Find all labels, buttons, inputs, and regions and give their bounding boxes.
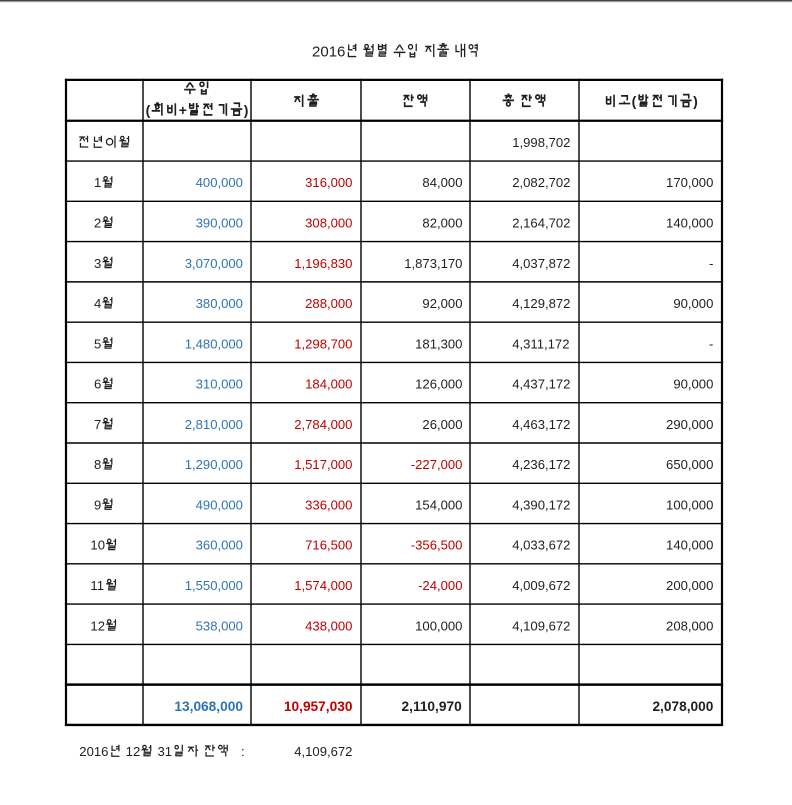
svg-text:4,009,672: 4,009,672 — [512, 578, 570, 593]
svg-text:-227,000: -227,000 — [411, 457, 463, 472]
svg-text:10: 10 — [90, 538, 105, 553]
svg-text:438,000: 438,000 — [305, 618, 352, 633]
svg-text:(: ( — [632, 93, 637, 109]
svg-text:(: ( — [146, 102, 151, 118]
svg-text:170,000: 170,000 — [666, 175, 713, 190]
svg-text:4: 4 — [94, 296, 101, 311]
svg-text:-: - — [709, 256, 713, 271]
svg-text:26,000: 26,000 — [422, 417, 462, 432]
svg-text:380,000: 380,000 — [196, 296, 243, 311]
svg-text:288,000: 288,000 — [305, 296, 352, 311]
svg-text:100,000: 100,000 — [415, 618, 462, 633]
svg-text:4,463,172: 4,463,172 — [512, 417, 570, 432]
svg-text:4,033,672: 4,033,672 — [512, 538, 570, 553]
svg-text:1,196,830: 1,196,830 — [294, 256, 352, 271]
svg-text:208,000: 208,000 — [666, 618, 713, 633]
svg-text:2016: 2016 — [312, 43, 345, 60]
svg-text:1,517,000: 1,517,000 — [294, 457, 352, 472]
svg-text:): ) — [693, 93, 698, 109]
svg-text:2,784,000: 2,784,000 — [294, 417, 352, 432]
svg-text:650,000: 650,000 — [666, 457, 713, 472]
svg-text:336,000: 336,000 — [305, 497, 352, 512]
svg-text:1,873,170: 1,873,170 — [404, 256, 462, 271]
svg-text:8: 8 — [94, 457, 101, 472]
svg-text:90,000: 90,000 — [673, 296, 713, 311]
svg-text:-356,500: -356,500 — [411, 538, 463, 553]
svg-text:+: + — [179, 102, 187, 118]
svg-text:1,998,702: 1,998,702 — [512, 135, 570, 150]
svg-text:1,550,000: 1,550,000 — [185, 578, 243, 593]
svg-text:-24,000: -24,000 — [418, 578, 462, 593]
svg-text:490,000: 490,000 — [196, 497, 243, 512]
svg-text:290,000: 290,000 — [666, 417, 713, 432]
svg-text:9: 9 — [94, 497, 101, 512]
svg-text:316,000: 316,000 — [305, 175, 352, 190]
svg-text:1,574,000: 1,574,000 — [294, 578, 352, 593]
svg-text:1,298,700: 1,298,700 — [294, 336, 352, 351]
svg-text:1: 1 — [94, 175, 101, 190]
svg-text:2016: 2016 — [79, 744, 108, 759]
svg-text:140,000: 140,000 — [666, 538, 713, 553]
svg-text:126,000: 126,000 — [415, 377, 462, 392]
svg-text:12: 12 — [126, 744, 141, 759]
svg-text:3: 3 — [94, 256, 101, 271]
svg-text:5: 5 — [94, 336, 101, 351]
svg-text:716,500: 716,500 — [305, 538, 352, 553]
svg-text:2: 2 — [94, 216, 101, 231]
svg-text:2,082,702: 2,082,702 — [512, 175, 570, 190]
svg-text:6: 6 — [94, 377, 101, 392]
svg-text:308,000: 308,000 — [305, 216, 352, 231]
svg-text:82,000: 82,000 — [422, 216, 462, 231]
svg-text:13,068,000: 13,068,000 — [174, 699, 243, 714]
svg-text:4,311,172: 4,311,172 — [512, 336, 569, 351]
svg-text:11: 11 — [90, 578, 104, 593]
svg-text:538,000: 538,000 — [196, 618, 243, 633]
svg-text:2,164,702: 2,164,702 — [512, 216, 570, 231]
svg-text:31: 31 — [158, 744, 173, 759]
svg-text:181,300: 181,300 — [415, 336, 462, 351]
svg-text:200,000: 200,000 — [666, 578, 713, 593]
svg-text:184,000: 184,000 — [305, 377, 352, 392]
svg-text:100,000: 100,000 — [666, 497, 713, 512]
svg-text:2,078,000: 2,078,000 — [652, 699, 713, 714]
svg-text:4,037,872: 4,037,872 — [512, 256, 570, 271]
svg-text:140,000: 140,000 — [666, 216, 713, 231]
svg-text:12: 12 — [90, 618, 105, 633]
svg-text:4,109,672: 4,109,672 — [512, 618, 570, 633]
svg-text:2,110,970: 2,110,970 — [402, 699, 463, 714]
svg-text:3,070,000: 3,070,000 — [185, 256, 243, 271]
svg-text:154,000: 154,000 — [415, 497, 462, 512]
svg-text:4,390,172: 4,390,172 — [512, 497, 570, 512]
svg-text::: : — [241, 744, 245, 759]
svg-text:): ) — [244, 102, 249, 118]
svg-text:4,129,872: 4,129,872 — [512, 296, 570, 311]
svg-text:4,109,672: 4,109,672 — [294, 744, 352, 759]
svg-text:1,480,000: 1,480,000 — [185, 336, 243, 351]
svg-text:7: 7 — [94, 417, 101, 432]
svg-text:390,000: 390,000 — [196, 216, 243, 231]
svg-text:2,810,000: 2,810,000 — [185, 417, 243, 432]
svg-text:4,437,172: 4,437,172 — [512, 377, 570, 392]
svg-text:1,290,000: 1,290,000 — [185, 457, 243, 472]
svg-text:-: - — [709, 336, 713, 351]
svg-text:4,236,172: 4,236,172 — [512, 457, 570, 472]
svg-text:92,000: 92,000 — [422, 296, 462, 311]
svg-text:90,000: 90,000 — [673, 377, 713, 392]
svg-text:310,000: 310,000 — [196, 377, 243, 392]
svg-text:10,957,030: 10,957,030 — [284, 699, 353, 714]
svg-text:84,000: 84,000 — [422, 175, 462, 190]
svg-text:400,000: 400,000 — [196, 175, 243, 190]
svg-text:360,000: 360,000 — [196, 538, 243, 553]
